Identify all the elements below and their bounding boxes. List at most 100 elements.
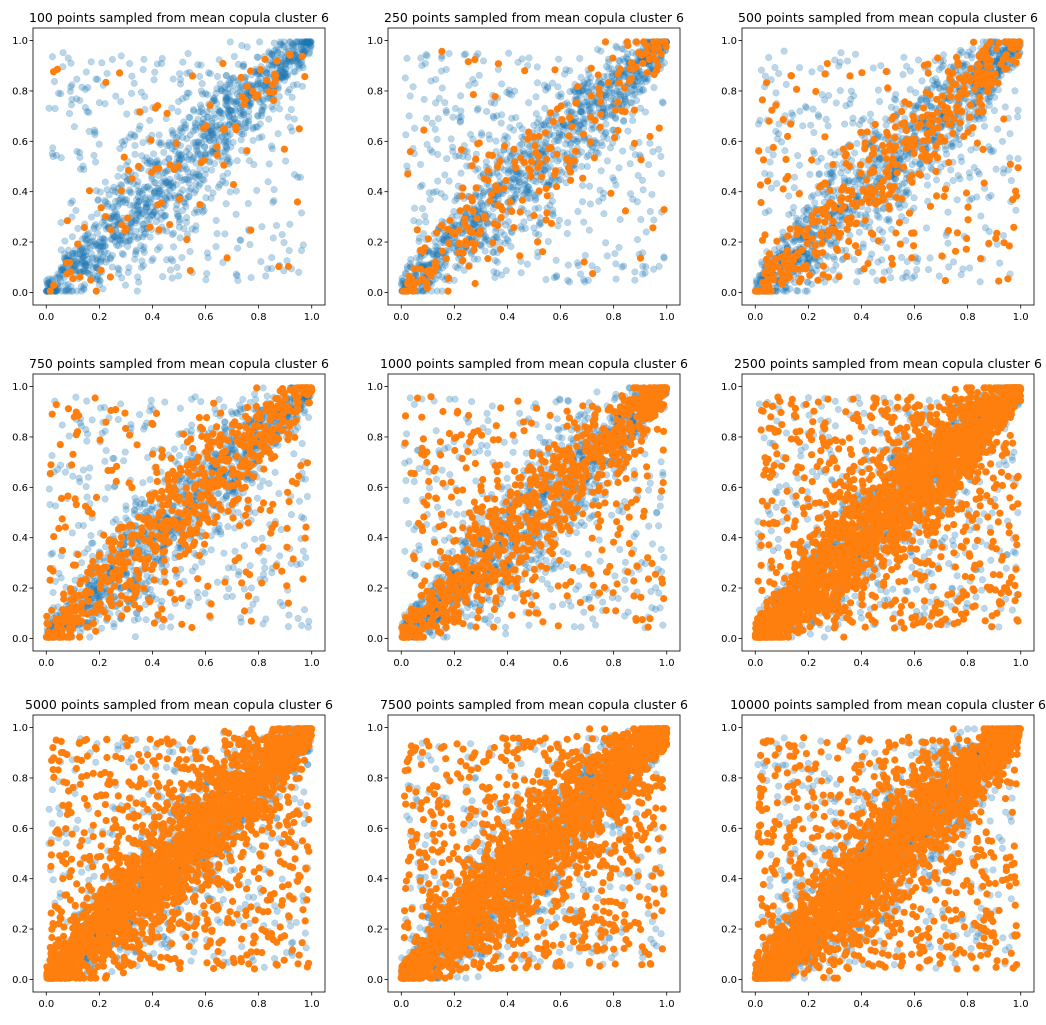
reference-point	[277, 67, 285, 75]
reference-point	[134, 187, 142, 195]
reference-point	[293, 80, 301, 89]
reference-point	[176, 80, 185, 88]
reference-point	[292, 57, 300, 65]
sampled-point	[653, 67, 661, 75]
reference-point	[496, 238, 504, 246]
reference-point	[182, 124, 190, 132]
reference-point	[566, 141, 574, 149]
reference-point	[264, 265, 272, 273]
reference-point	[83, 240, 91, 248]
reference-point	[847, 95, 855, 103]
reference-point	[441, 171, 449, 179]
reference-point	[238, 130, 246, 138]
reference-point	[103, 255, 111, 263]
sampled-point	[867, 229, 876, 237]
reference-point	[259, 81, 267, 89]
reference-point	[206, 150, 214, 158]
reference-point	[646, 207, 654, 216]
reference-point	[101, 100, 109, 108]
reference-point	[189, 154, 197, 162]
reference-point	[421, 59, 429, 68]
reference-point	[106, 255, 114, 263]
reference-point	[50, 77, 59, 86]
sampled-point	[858, 69, 866, 77]
reference-point	[420, 95, 428, 103]
reference-point	[194, 115, 202, 124]
reference-point	[192, 170, 200, 178]
reference-point	[197, 104, 206, 112]
reference-point	[230, 74, 238, 82]
reference-point	[619, 147, 627, 155]
reference-point	[107, 254, 115, 262]
reference-point	[225, 121, 233, 129]
reference-point	[449, 113, 457, 121]
sampled-point	[223, 254, 231, 262]
reference-point	[56, 274, 64, 282]
sampled-point	[652, 56, 660, 65]
reference-point	[72, 257, 80, 265]
reference-point	[132, 196, 141, 204]
reference-point	[583, 153, 591, 161]
reference-point	[999, 231, 1008, 240]
reference-point	[59, 49, 67, 57]
sampled-point	[579, 174, 587, 182]
sampled-point	[761, 231, 769, 239]
reference-point	[146, 116, 154, 124]
sampled-point	[795, 190, 803, 198]
sampled-point	[442, 255, 450, 263]
sampled-point	[237, 73, 245, 82]
reference-point	[879, 228, 887, 236]
reference-point	[181, 199, 189, 207]
reference-point	[492, 137, 500, 145]
reference-point	[268, 63, 276, 71]
sampled-point	[301, 73, 309, 81]
reference-point	[454, 264, 462, 272]
reference-point	[281, 70, 289, 78]
reference-point	[89, 264, 97, 272]
reference-point	[223, 144, 231, 152]
reference-point	[95, 238, 103, 246]
reference-point	[88, 254, 96, 262]
reference-point	[306, 48, 314, 56]
reference-point	[935, 66, 943, 74]
reference-point	[90, 126, 98, 134]
sampled-point	[918, 145, 927, 153]
reference-point	[194, 61, 202, 69]
reference-point	[190, 189, 199, 197]
reference-point	[237, 136, 245, 144]
sampled-point	[874, 237, 883, 245]
reference-point	[126, 186, 134, 194]
sampled-point	[910, 149, 918, 157]
reference-point	[103, 69, 111, 77]
reference-point	[118, 250, 126, 258]
reference-point	[498, 80, 506, 88]
sampled-point	[988, 80, 996, 88]
reference-point	[162, 179, 170, 187]
reference-point	[76, 250, 85, 258]
reference-point	[114, 235, 122, 243]
reference-point	[836, 87, 844, 95]
reference-point	[232, 270, 240, 278]
reference-point	[851, 50, 860, 58]
reference-point	[815, 113, 823, 121]
reference-point	[131, 250, 140, 258]
reference-point	[524, 183, 532, 191]
reference-point	[942, 150, 951, 158]
reference-point	[253, 186, 261, 194]
reference-point	[866, 110, 875, 118]
reference-point	[139, 220, 147, 228]
reference-point	[169, 182, 177, 190]
reference-point	[140, 55, 148, 63]
reference-point	[181, 121, 190, 129]
reference-point	[57, 246, 65, 254]
reference-point	[183, 89, 191, 97]
reference-point	[207, 126, 215, 135]
reference-point	[258, 106, 266, 114]
reference-point	[178, 176, 186, 184]
reference-point	[478, 202, 486, 210]
reference-point	[58, 265, 67, 273]
reference-point	[213, 72, 222, 80]
reference-point	[117, 98, 125, 106]
reference-point	[765, 54, 773, 62]
reference-point	[61, 281, 69, 289]
